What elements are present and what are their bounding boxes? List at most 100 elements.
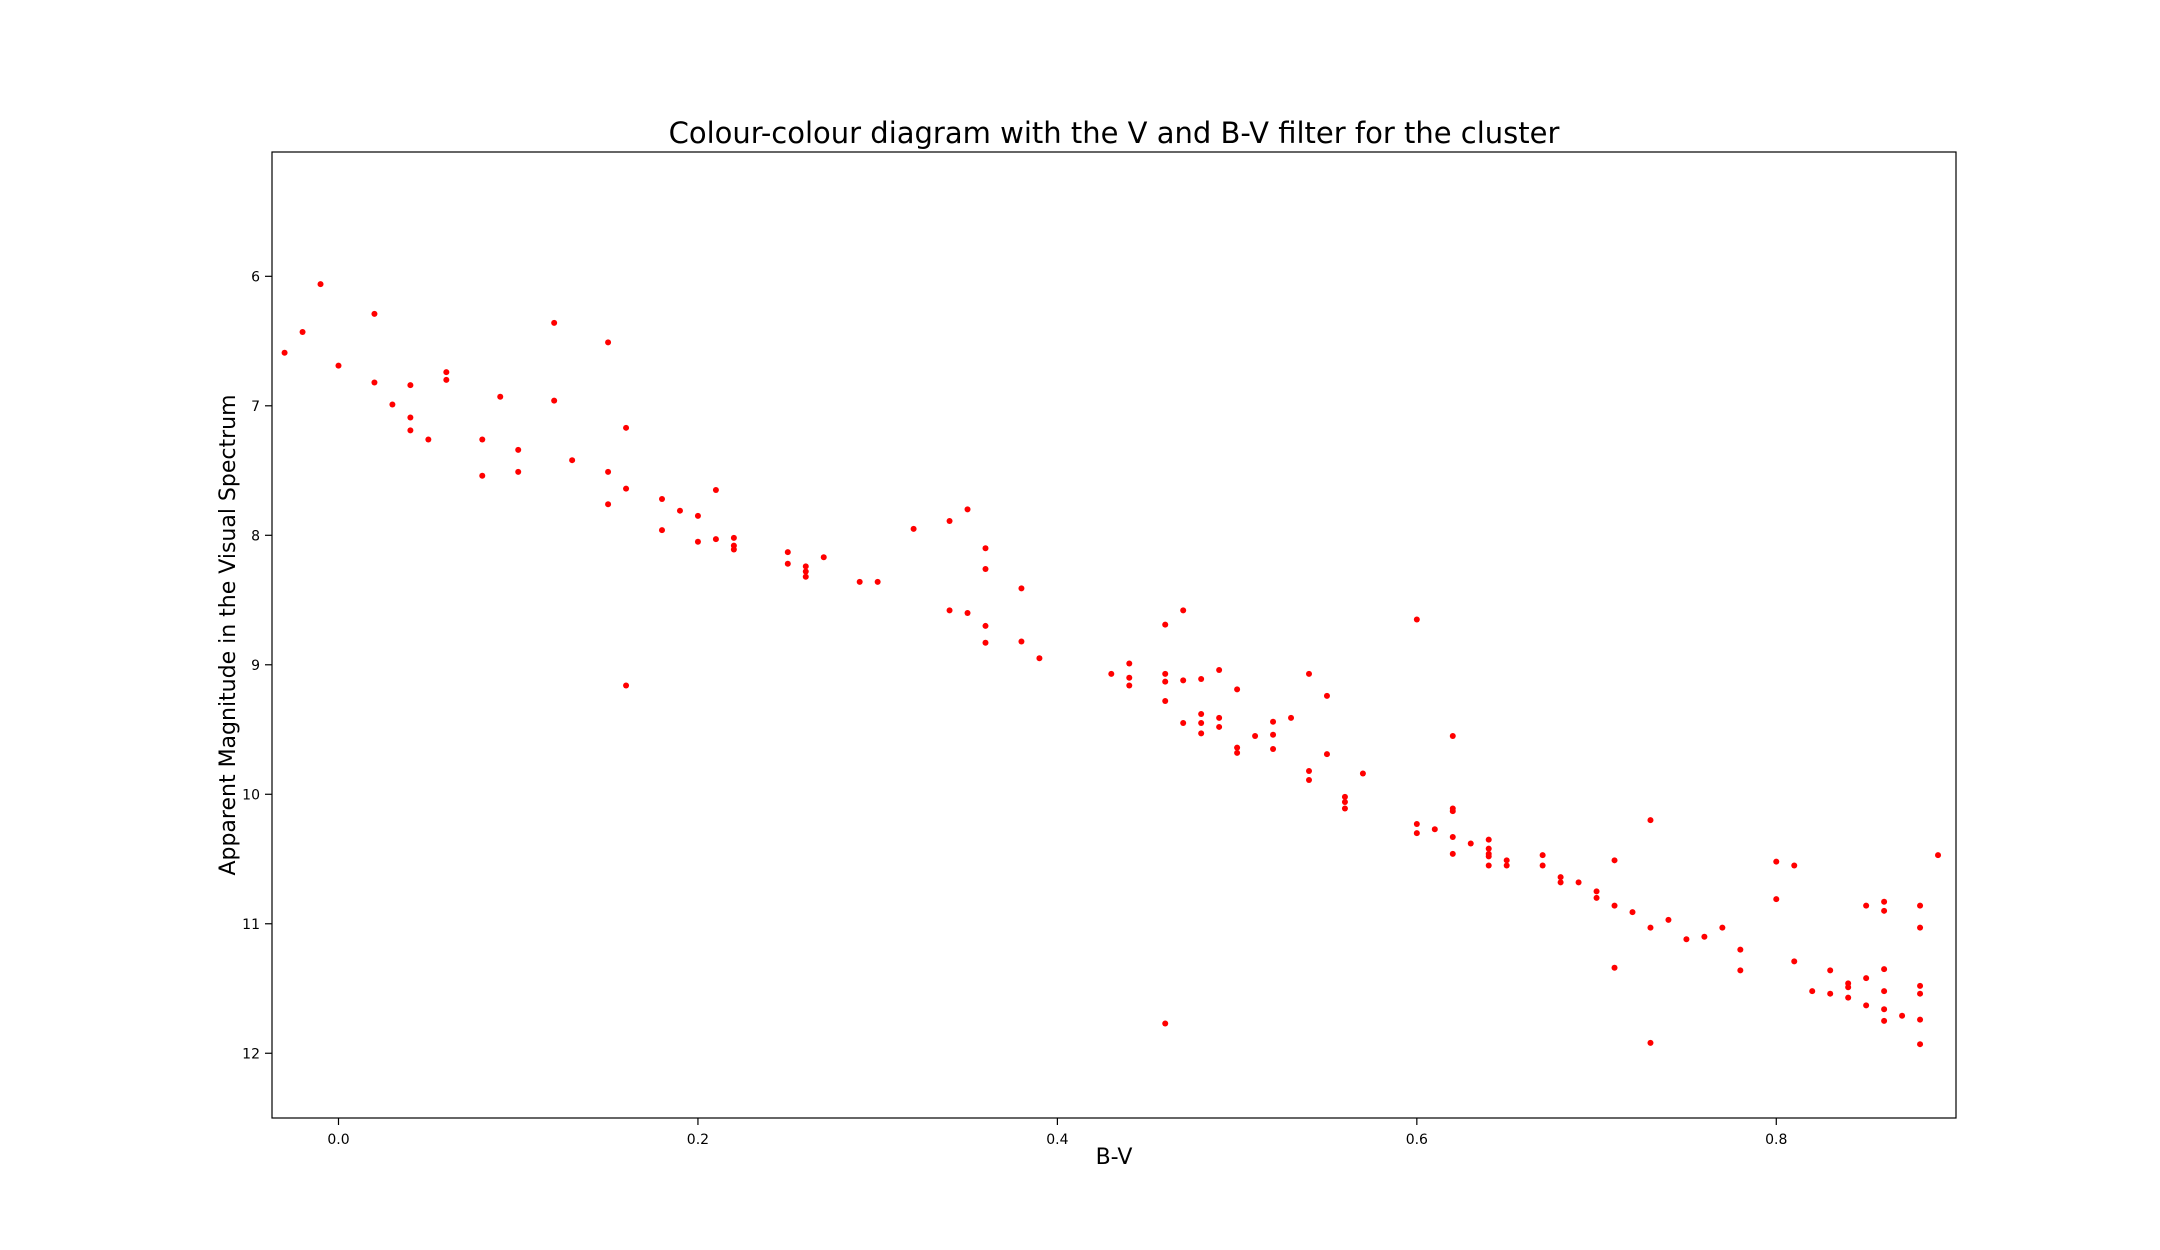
data-point xyxy=(1198,720,1205,727)
data-point xyxy=(1413,830,1420,837)
data-point xyxy=(371,310,378,317)
plot-frame xyxy=(271,151,1957,1119)
data-point xyxy=(982,639,989,646)
data-point xyxy=(658,527,665,534)
data-point xyxy=(1449,733,1456,740)
data-point xyxy=(1827,967,1834,974)
data-point xyxy=(982,622,989,629)
data-point xyxy=(335,362,342,369)
data-point xyxy=(1935,852,1942,859)
data-point xyxy=(1018,638,1025,645)
data-point xyxy=(1162,698,1169,705)
data-point xyxy=(1270,745,1277,752)
data-point xyxy=(1413,821,1420,828)
data-point xyxy=(1917,902,1924,909)
data-point xyxy=(1791,862,1798,869)
data-point xyxy=(1881,988,1888,995)
data-point xyxy=(1593,894,1600,901)
data-point xyxy=(1305,777,1312,784)
plot-area: 0.0 0.2 0.4 0.6 0.8 6 7 8 9 10 11 12 xyxy=(242,151,1957,1148)
data-point xyxy=(497,393,504,400)
data-point xyxy=(982,565,989,572)
data-point xyxy=(1288,714,1295,721)
data-point xyxy=(1503,862,1510,869)
data-point xyxy=(1791,958,1798,965)
data-point xyxy=(982,545,989,552)
data-point xyxy=(623,424,630,431)
x-tick-label: 0.2 xyxy=(687,1132,709,1148)
data-point xyxy=(1180,607,1187,614)
data-point xyxy=(1431,826,1438,833)
data-point xyxy=(1323,692,1330,699)
x-tick-label: 0.4 xyxy=(1046,1132,1068,1148)
x-tick-label: 0.8 xyxy=(1765,1132,1787,1148)
y-axis-ticks: 6 7 8 9 10 11 12 xyxy=(242,269,272,1062)
data-point xyxy=(515,468,522,475)
data-point xyxy=(515,446,522,453)
data-point xyxy=(820,554,827,561)
data-point xyxy=(299,328,306,335)
data-point xyxy=(1485,845,1492,852)
data-point xyxy=(1036,655,1043,662)
data-point xyxy=(1485,853,1492,860)
data-point xyxy=(1647,924,1654,931)
data-point xyxy=(1917,924,1924,931)
data-point xyxy=(1485,862,1492,869)
data-point xyxy=(569,457,576,464)
data-point xyxy=(1270,731,1277,738)
data-point xyxy=(443,376,450,383)
data-point xyxy=(1503,857,1510,864)
data-point xyxy=(407,427,414,434)
data-point xyxy=(1198,730,1205,737)
y-tick-label: 10 xyxy=(242,787,260,803)
data-point xyxy=(1126,682,1133,689)
data-point xyxy=(1467,840,1474,847)
data-point xyxy=(1845,984,1852,991)
data-point xyxy=(784,549,791,556)
data-point xyxy=(1198,710,1205,717)
data-point xyxy=(389,401,396,408)
data-point xyxy=(1108,670,1115,677)
data-point xyxy=(1162,1020,1169,1027)
data-point xyxy=(1881,898,1888,905)
y-tick-label: 6 xyxy=(251,269,260,285)
data-point xyxy=(946,518,953,525)
data-point xyxy=(1719,924,1726,931)
y-tick-label: 7 xyxy=(251,399,260,415)
data-point xyxy=(694,512,701,519)
data-point xyxy=(1647,1039,1654,1046)
data-point xyxy=(425,436,432,443)
data-point xyxy=(1270,718,1277,725)
data-point xyxy=(1845,994,1852,1001)
data-point xyxy=(730,534,737,541)
data-point xyxy=(1917,1041,1924,1048)
data-point xyxy=(605,339,612,346)
data-point xyxy=(317,281,324,288)
x-tick-label: 0.0 xyxy=(327,1132,349,1148)
data-point xyxy=(658,496,665,503)
data-point xyxy=(1162,678,1169,685)
data-point xyxy=(1198,676,1205,683)
data-point xyxy=(1629,909,1636,916)
data-point xyxy=(281,349,288,356)
data-point xyxy=(1575,879,1582,886)
data-point xyxy=(1773,858,1780,865)
x-axis-ticks: 0.0 0.2 0.4 0.6 0.8 xyxy=(327,1118,1787,1148)
data-point xyxy=(1809,988,1816,995)
data-point xyxy=(1863,1002,1870,1009)
data-point xyxy=(1611,902,1618,909)
data-point xyxy=(1485,836,1492,843)
data-point xyxy=(623,485,630,492)
data-point xyxy=(1323,751,1330,758)
data-point xyxy=(1234,749,1241,756)
data-point xyxy=(1413,616,1420,623)
data-point xyxy=(1126,660,1133,667)
data-point xyxy=(1180,720,1187,727)
data-point xyxy=(802,573,809,580)
data-point xyxy=(712,536,719,543)
data-point xyxy=(1917,1016,1924,1023)
data-point xyxy=(605,468,612,475)
data-point xyxy=(676,507,683,514)
data-point xyxy=(1216,666,1223,673)
